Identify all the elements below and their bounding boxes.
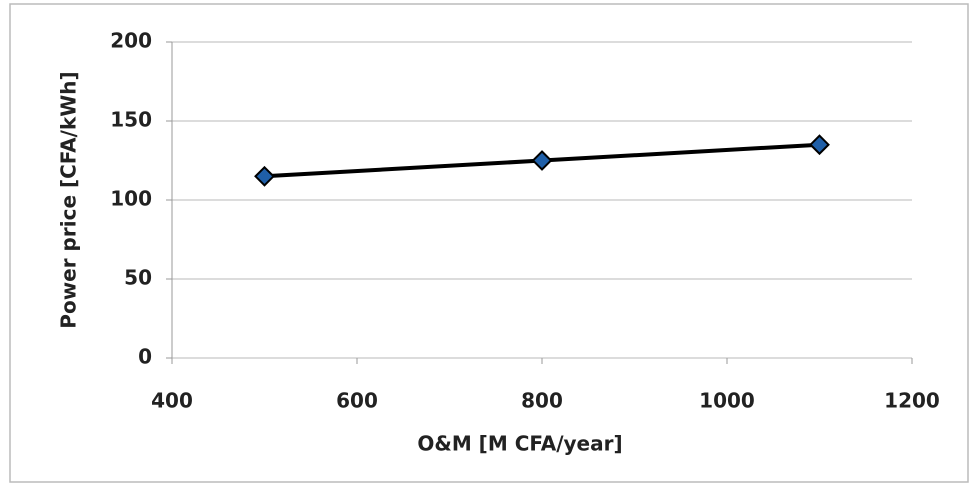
x-axis-label: O&M [M CFA/year] xyxy=(417,432,622,456)
y-axis-label: Power price [CFA/kWh] xyxy=(57,71,81,328)
y-tick-label: 100 xyxy=(110,187,152,211)
x-tick-label: 400 xyxy=(151,389,193,413)
x-tick-label: 600 xyxy=(336,389,378,413)
marker xyxy=(531,150,553,171)
x-tick-label: 800 xyxy=(521,389,563,413)
y-tick-label: 0 xyxy=(138,345,152,369)
x-tick-label: 1200 xyxy=(884,389,940,413)
x-tick-label: 1000 xyxy=(699,389,755,413)
y-tick-label: 50 xyxy=(124,266,152,290)
chart-frame xyxy=(9,3,969,483)
marker xyxy=(809,134,830,156)
y-tick-label: 200 xyxy=(110,29,152,53)
y-tick-label: 150 xyxy=(110,108,152,132)
marker xyxy=(254,165,275,187)
